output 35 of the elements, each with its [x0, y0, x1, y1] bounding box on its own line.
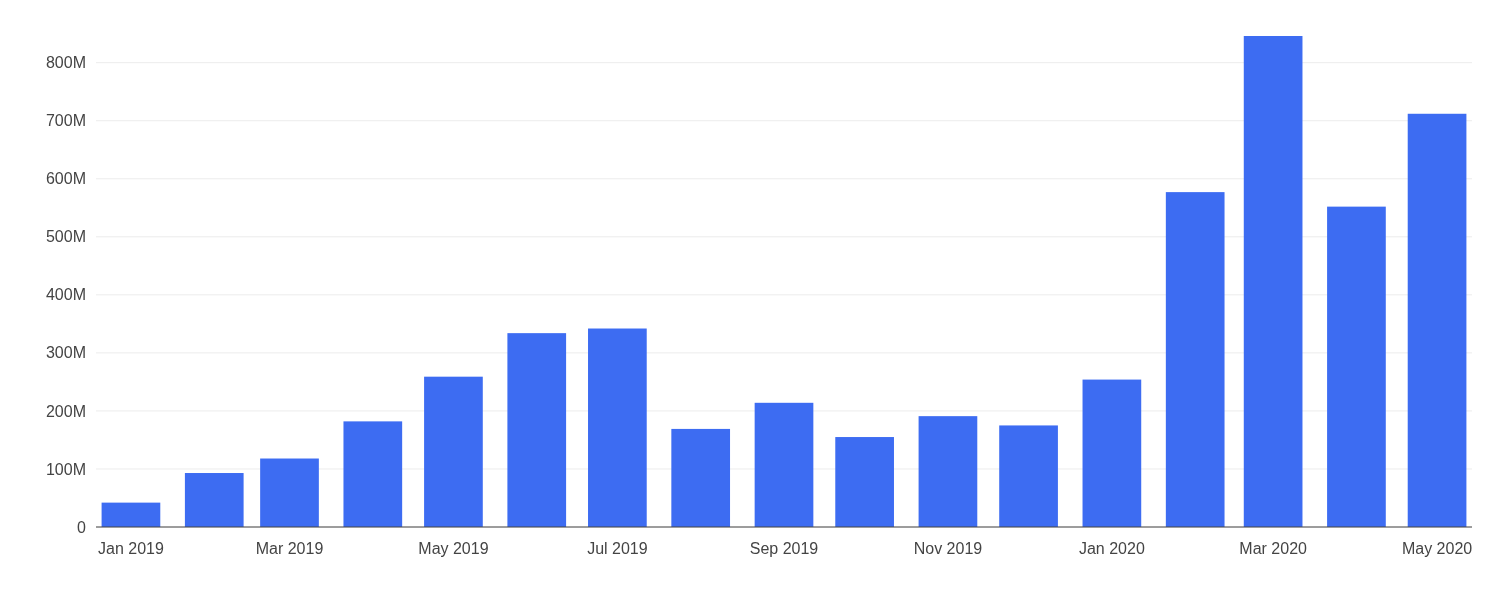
x-tick-label: Mar 2020 — [1239, 540, 1308, 557]
bar — [1243, 36, 1303, 527]
bar — [343, 421, 403, 527]
y-tick-label: 0 — [77, 518, 87, 536]
bar — [101, 502, 161, 527]
bar — [424, 376, 483, 527]
bar — [1165, 192, 1225, 527]
y-tick-label: 600M — [45, 170, 86, 188]
y-tick-label: 300M — [45, 344, 86, 362]
bar — [507, 333, 567, 527]
x-tick-label: Jan 2019 — [98, 540, 164, 557]
bar — [184, 473, 244, 527]
bar — [1082, 379, 1142, 527]
bar — [1407, 113, 1467, 527]
x-tick-label: Nov 2019 — [913, 540, 983, 557]
y-tick-label: 400M — [45, 286, 86, 304]
y-tick-label: 800M — [45, 54, 86, 72]
x-tick-label: Mar 2019 — [255, 540, 324, 557]
bar — [754, 402, 814, 527]
bar — [671, 428, 731, 527]
bar — [588, 328, 647, 527]
bar — [1327, 206, 1386, 527]
bar — [835, 437, 894, 527]
x-tick-label: May 2019 — [418, 540, 489, 557]
x-tick-label: Sep 2019 — [749, 540, 819, 557]
y-tick-label: 500M — [45, 228, 86, 246]
y-tick-label: 100M — [45, 460, 86, 478]
bar — [918, 416, 978, 527]
bar — [260, 458, 319, 527]
bar — [999, 425, 1058, 527]
y-tick-label: 700M — [45, 112, 86, 130]
x-tick-label: Jan 2020 — [1078, 540, 1145, 557]
x-tick-label: Jul 2019 — [587, 540, 648, 557]
y-tick-label: 200M — [45, 402, 86, 420]
x-tick-label: May 2020 — [1401, 540, 1473, 557]
